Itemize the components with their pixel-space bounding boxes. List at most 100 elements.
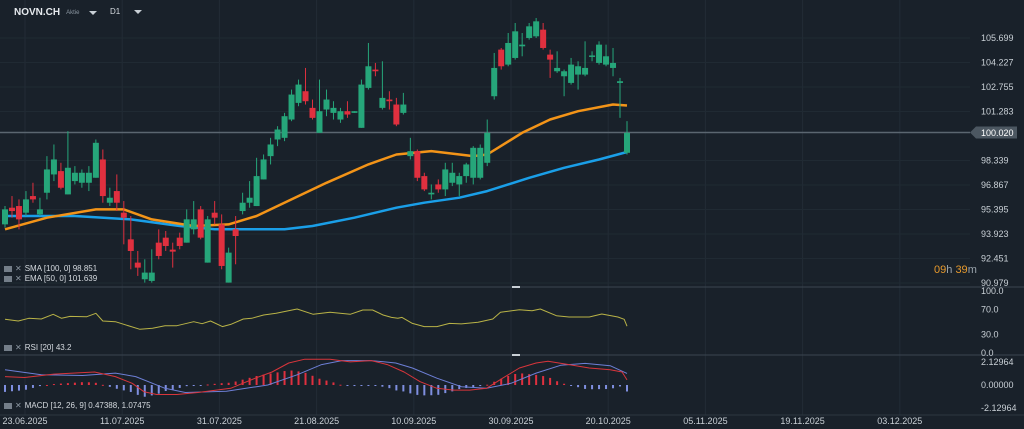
macd-histogram-bar <box>374 385 377 386</box>
macd-histogram-bar <box>472 385 475 388</box>
price-tick-label: 93.923 <box>981 229 1009 239</box>
candle-down <box>176 237 183 246</box>
macd-histogram-bar <box>227 382 230 385</box>
macd-histogram-bar <box>115 385 118 389</box>
indicator-remove-icon[interactable]: ✕ <box>15 264 22 273</box>
candle-down <box>162 237 169 246</box>
candle-up <box>225 252 232 283</box>
candle-up <box>568 64 575 83</box>
macd-tick-label: 0.00000 <box>981 380 1014 390</box>
candle-up <box>505 42 512 65</box>
symbol-dropdown-icon[interactable] <box>89 10 98 15</box>
macd-histogram-bar <box>430 385 433 396</box>
candle-down <box>197 209 204 238</box>
price-tick-label: 96.867 <box>981 180 1009 190</box>
timeframe-selector[interactable]: D1 <box>110 7 143 16</box>
x-tick-label: 20.10.2025 <box>586 416 631 426</box>
macd-histogram-bar <box>4 385 6 392</box>
indicator-settings-icon[interactable] <box>4 275 12 282</box>
macd-histogram-bar <box>276 372 279 385</box>
macd-histogram-bar <box>241 379 244 385</box>
indicator-remove-icon[interactable]: ✕ <box>15 274 22 283</box>
indicator-settings-icon[interactable] <box>4 344 12 351</box>
candle-up <box>337 111 344 120</box>
indicator-remove-icon[interactable]: ✕ <box>15 401 22 410</box>
macd-histogram-bar <box>542 376 545 385</box>
candle-down <box>211 212 218 218</box>
macd-histogram-bar <box>108 385 111 387</box>
macd-histogram-bar <box>304 372 307 385</box>
rsi-tick-label: 100.0 <box>981 286 1004 296</box>
panel-resize-handle[interactable] <box>512 354 520 356</box>
candle-up <box>561 71 568 77</box>
macd-tick-label: 2.12964 <box>981 357 1014 367</box>
candle-up <box>351 111 358 113</box>
macd-histogram-bar <box>339 384 342 386</box>
candle-up <box>617 81 624 83</box>
candle-up <box>379 97 386 108</box>
candle-up <box>148 272 155 281</box>
current-price-label: 100.020 <box>981 128 1014 138</box>
countdown-h: h <box>946 264 953 276</box>
candle-down <box>372 69 379 72</box>
macd-tick-label: -2.12964 <box>981 403 1017 413</box>
ema-legend: ✕ EMA [50, 0] 101.639 <box>4 274 97 283</box>
candle-up <box>575 66 582 75</box>
macd-histogram-bar <box>626 385 628 392</box>
indicator-remove-icon[interactable]: ✕ <box>15 343 22 352</box>
candle-down <box>547 54 554 60</box>
candle-down <box>386 99 393 102</box>
candle-up <box>512 31 519 58</box>
indicator-settings-icon[interactable] <box>4 402 12 409</box>
candle-down <box>344 111 351 115</box>
candle-down <box>540 29 547 48</box>
candle-up <box>603 56 610 65</box>
candle-up <box>288 94 295 120</box>
macd-histogram-bar <box>220 383 223 385</box>
rsi-legend-text: RSI [20] 43.2 <box>24 343 72 352</box>
rsi-tick-label: 70.0 <box>981 305 999 315</box>
macd-histogram-bar <box>612 385 615 389</box>
candle-up <box>267 144 274 157</box>
candle-down <box>120 212 127 218</box>
panel-resize-handle[interactable] <box>512 286 520 288</box>
candle-up <box>71 172 78 182</box>
candle-up <box>470 147 477 178</box>
macd-histogram-bar <box>514 374 517 385</box>
rsi-legend: ✕ RSI [20] 43.2 <box>4 343 71 352</box>
candle-down <box>29 196 36 200</box>
candle-down <box>169 249 176 252</box>
macd-histogram-bar <box>311 375 314 385</box>
candle-down <box>302 91 309 102</box>
macd-histogram-bar <box>577 385 580 388</box>
macd-histogram-bar <box>122 385 125 391</box>
candle-up <box>589 55 596 57</box>
macd-histogram-bar <box>157 385 160 394</box>
candle-down <box>15 206 22 220</box>
x-tick-label: 03.12.2025 <box>877 416 922 426</box>
macd-histogram-bar <box>605 385 608 390</box>
macd-histogram-bar <box>52 384 55 386</box>
macd-histogram-bar <box>87 382 90 385</box>
candle-down <box>155 242 162 256</box>
macd-histogram-bar <box>290 370 293 385</box>
candle-down <box>127 239 134 251</box>
candle-up <box>281 116 288 138</box>
macd-histogram-bar <box>318 378 321 385</box>
macd-histogram-bar <box>409 385 412 394</box>
candle-up <box>449 172 456 183</box>
macd-histogram-bar <box>619 385 622 387</box>
timeframe-label: D1 <box>110 7 121 16</box>
macd-histogram-bar <box>528 374 531 385</box>
candle-up <box>85 172 92 183</box>
candle-up <box>78 172 85 183</box>
timeframe-dropdown-icon[interactable] <box>134 9 143 14</box>
macd-histogram-bar <box>213 383 216 385</box>
countdown-minutes: 39 <box>955 264 968 276</box>
indicator-settings-icon[interactable] <box>4 265 12 272</box>
price-tick-label: 92.451 <box>981 253 1009 263</box>
macd-histogram-bar <box>451 385 454 392</box>
symbol-selector[interactable]: NOVN.CH Aktie <box>14 7 98 18</box>
candle-up <box>358 84 365 128</box>
